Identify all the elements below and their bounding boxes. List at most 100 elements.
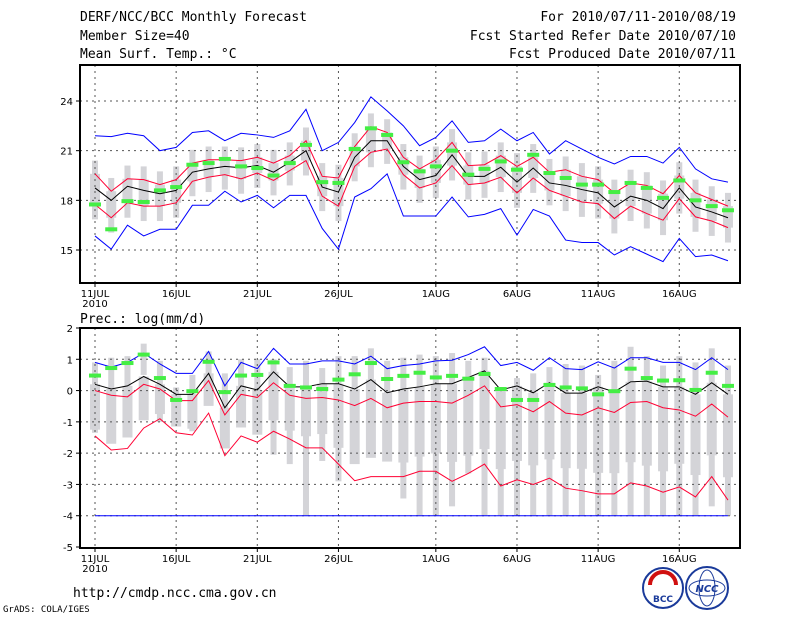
ensemble-box	[349, 146, 360, 167]
ensemble-box	[414, 386, 425, 457]
forecast-period: For 2010/07/11-2010/08/19	[540, 10, 736, 25]
y-tick-label: -3	[63, 480, 73, 491]
observed-marker	[316, 180, 329, 185]
grads-credit: GrADS: COLA/IGES	[3, 605, 90, 615]
y-tick-label: 1	[67, 355, 73, 366]
ensemble-box	[690, 192, 701, 217]
ensemble-box	[658, 386, 669, 472]
ensemble-box	[479, 370, 490, 450]
ensemble-box	[203, 373, 214, 406]
y-tick-label: -2	[63, 449, 73, 460]
panel-temperature: 11JUL 16JUL 21JUL 26JUL 1AUG 6AUG 11AUG 16AUG 20…	[60, 64, 741, 310]
observed-marker	[494, 387, 507, 392]
series-upper-line	[94, 126, 729, 207]
observed-marker	[657, 378, 670, 383]
observed-marker	[137, 352, 150, 357]
ensemble-box	[365, 126, 376, 153]
observed-marker	[218, 156, 231, 161]
y-tick-label: -5	[63, 543, 73, 554]
x-tick-label: 11AUG	[581, 554, 616, 565]
observed-marker	[575, 386, 588, 391]
ensemble-box	[706, 199, 717, 222]
observed-marker	[413, 169, 426, 174]
observed-marker	[640, 185, 653, 190]
x-tick-label: 6AUG	[503, 554, 531, 565]
ensemble-box	[690, 394, 701, 476]
y-tick-label: -4	[63, 512, 73, 523]
ensemble-box	[236, 160, 247, 179]
ensemble-box	[495, 389, 506, 470]
observed-marker	[170, 397, 183, 402]
ensemble-box	[154, 184, 165, 207]
ensemble-box	[560, 169, 571, 197]
observed-marker	[235, 164, 248, 169]
observed-marker	[478, 166, 491, 171]
ensemble-box	[122, 178, 133, 203]
ensemble-box	[625, 182, 636, 207]
observed-marker	[381, 376, 394, 381]
ensemble-box	[495, 155, 506, 178]
y-tick-label: 21	[60, 147, 73, 158]
observed-marker	[705, 204, 718, 209]
observed-marker	[657, 195, 670, 200]
observed-marker	[510, 397, 523, 402]
ensemble-box	[284, 386, 295, 431]
ensemble-range-bar	[108, 357, 115, 394]
observed-marker	[673, 178, 686, 183]
x-tick-label: 26JUL	[324, 554, 353, 565]
series-min-line	[94, 172, 729, 263]
observed-marker	[624, 180, 637, 185]
x-tick-label: 26JUL	[324, 289, 353, 300]
observed-marker	[462, 376, 475, 381]
ensemble-box	[641, 381, 652, 466]
x-tick-label: 16AUG	[662, 289, 697, 300]
observed-marker	[283, 161, 296, 166]
observed-marker	[348, 147, 361, 152]
ensemble-box	[382, 392, 393, 462]
ensemble-box	[317, 383, 328, 435]
panel-precipitation: 11JUL 16JUL 21JUL 26JUL 1AUG 6AUG 11AUG 16AUG20…	[63, 324, 741, 575]
observed-marker	[592, 182, 605, 187]
observed-marker	[381, 132, 394, 137]
observed-marker	[89, 202, 101, 207]
observed-marker	[429, 375, 442, 380]
observed-marker	[446, 148, 459, 153]
x-tick-label: 1AUG	[422, 554, 450, 565]
ensemble-box	[414, 168, 425, 188]
observed-marker	[121, 361, 134, 366]
ensemble-box	[219, 407, 230, 449]
observed-marker	[235, 373, 248, 378]
ensemble-box	[528, 392, 539, 466]
observed-marker	[624, 366, 637, 371]
observed-marker	[364, 126, 377, 131]
series-mean-line	[94, 140, 729, 219]
observed-marker	[543, 382, 556, 387]
observed-marker	[559, 385, 572, 390]
y-tick-label: 0	[67, 387, 73, 398]
member-size: Member Size=40	[80, 29, 190, 44]
observed-marker	[510, 167, 523, 172]
ensemble-box	[90, 173, 100, 205]
x-tick-label: 16JUL	[162, 554, 191, 565]
ensemble-box	[447, 383, 458, 462]
observed-marker	[267, 360, 280, 365]
observed-marker	[348, 372, 361, 377]
ensemble-range-bar	[140, 343, 147, 375]
ensemble-box	[138, 376, 149, 421]
ensemble-range-bar	[221, 373, 228, 424]
series-upper-line	[94, 379, 729, 418]
observed-marker	[121, 199, 134, 204]
ensemble-box	[219, 159, 230, 175]
ensemble-box	[236, 385, 247, 428]
observed-marker	[705, 370, 718, 375]
ensemble-box	[106, 191, 117, 218]
x-tick-label: 16JUL	[162, 289, 191, 300]
ensemble-box	[447, 142, 458, 166]
ensemble-box	[138, 179, 149, 207]
ensemble-box	[609, 391, 620, 474]
ensemble-box	[187, 394, 198, 429]
observed-marker	[153, 188, 166, 193]
observed-marker	[397, 373, 410, 378]
ensemble-range-bar	[302, 360, 309, 516]
